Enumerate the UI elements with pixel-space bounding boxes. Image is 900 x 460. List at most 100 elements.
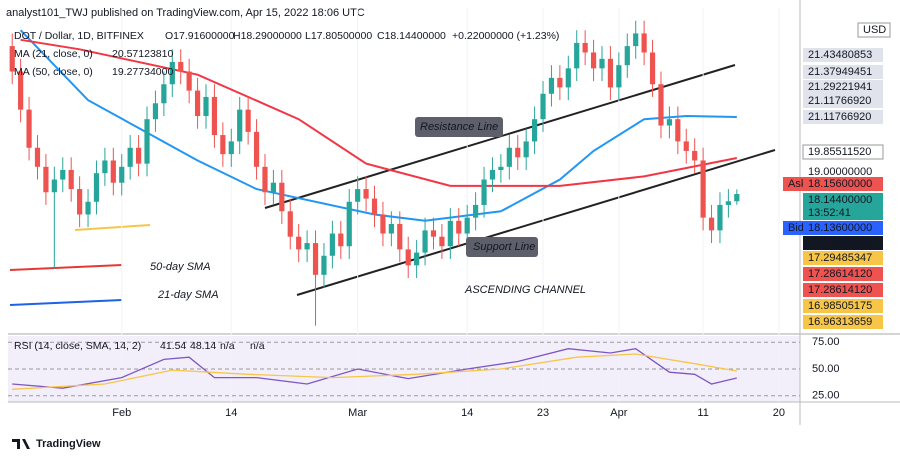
x-tick-label: 14 bbox=[225, 407, 237, 419]
candle-body bbox=[599, 58, 605, 69]
price-badge bbox=[803, 94, 883, 108]
candle-body bbox=[666, 119, 673, 126]
candle-body bbox=[18, 71, 24, 110]
price-badge bbox=[803, 80, 883, 94]
candle-body bbox=[683, 141, 689, 151]
rsi-legend-value: n/a bbox=[220, 340, 235, 352]
price-label: 17.28614120 bbox=[808, 268, 872, 280]
candle-body bbox=[481, 179, 487, 205]
rsi-legend-value: 41.54 bbox=[160, 340, 186, 352]
annotation: 50-day SMA bbox=[150, 261, 211, 273]
ma-legend-value: 19.27734000 bbox=[112, 66, 173, 78]
rsi-tick-label: 25.00 bbox=[812, 390, 840, 402]
ma-line bbox=[19, 29, 737, 222]
price-label: USD bbox=[863, 24, 886, 36]
price-badge bbox=[803, 165, 883, 179]
candle-body bbox=[456, 220, 462, 234]
candle-body bbox=[414, 252, 420, 266]
price-badge bbox=[803, 177, 883, 191]
candle-body bbox=[397, 224, 403, 250]
candle-body bbox=[85, 201, 91, 215]
candle-body bbox=[658, 84, 664, 126]
rsi-legend: RSI (14, close, SMA, 14, 2) bbox=[14, 340, 141, 352]
candle-body bbox=[489, 170, 496, 180]
candle-body bbox=[211, 96, 218, 136]
price-label: 16.98505175 bbox=[808, 300, 872, 312]
candle-body bbox=[270, 182, 277, 193]
candle-body bbox=[304, 243, 310, 250]
candle-body bbox=[296, 236, 302, 250]
annotation: Support Line bbox=[473, 241, 535, 253]
footer-logo: TradingView bbox=[36, 438, 101, 450]
ohlc-value: O17.91600000 bbox=[165, 30, 235, 42]
candle-body bbox=[574, 42, 580, 69]
candle-body bbox=[110, 160, 116, 183]
candle-body bbox=[540, 93, 546, 120]
candle-body bbox=[641, 33, 647, 53]
candle-body bbox=[186, 71, 192, 91]
price-badge bbox=[803, 251, 883, 265]
price-label: 18.15600000 bbox=[808, 178, 872, 190]
candle-body bbox=[144, 119, 150, 164]
rsi-legend-value: n/a bbox=[250, 340, 265, 352]
ma-legend-value: 20.57123810 bbox=[112, 48, 173, 60]
candle-body bbox=[119, 166, 125, 183]
candle-body bbox=[725, 201, 731, 205]
annotation: Resistance Line bbox=[420, 121, 498, 133]
x-tick-label: Apr bbox=[610, 407, 627, 419]
candle-body bbox=[633, 33, 639, 47]
x-tick-label: Mar bbox=[348, 407, 367, 419]
candle-body bbox=[363, 189, 369, 199]
candle-body bbox=[161, 84, 167, 104]
candle-body bbox=[178, 62, 184, 72]
candle-body bbox=[506, 147, 512, 167]
ohlc-value: +0.22000000 (+1.23%) bbox=[452, 30, 559, 42]
support-line bbox=[296, 149, 776, 296]
candle-body bbox=[245, 109, 251, 132]
candle-body bbox=[548, 77, 555, 94]
candle-body bbox=[430, 230, 437, 237]
candle-body bbox=[649, 52, 656, 85]
candle-body bbox=[590, 52, 597, 69]
price-badge bbox=[803, 65, 883, 79]
candle-body bbox=[93, 173, 100, 202]
candle-body bbox=[279, 182, 285, 212]
price-label: 21.29221941 bbox=[808, 81, 872, 93]
candle-body bbox=[734, 194, 740, 202]
rsi-legend-value: 48.14 bbox=[190, 340, 216, 352]
price-badge bbox=[803, 236, 883, 250]
candle-body bbox=[203, 96, 209, 116]
candle-body bbox=[34, 147, 41, 167]
symbol: DOT / Dollar, 1D, BITFINEX bbox=[14, 30, 144, 42]
annotation: 21-day SMA bbox=[157, 289, 219, 301]
price-label: 17.78944156 bbox=[808, 237, 872, 249]
candle-body bbox=[607, 58, 614, 88]
candle-body bbox=[60, 170, 66, 180]
candle-body bbox=[355, 189, 361, 202]
candle-body bbox=[405, 249, 411, 266]
candle-body bbox=[237, 109, 243, 142]
price-badge bbox=[803, 193, 883, 207]
price-badge bbox=[803, 206, 883, 220]
candle-body bbox=[287, 211, 293, 237]
rsi-line bbox=[12, 353, 737, 390]
x-tick-label: 11 bbox=[697, 407, 708, 419]
price-badge bbox=[803, 283, 883, 297]
rsi-tick-label: 75.00 bbox=[812, 336, 840, 348]
candle-body bbox=[523, 141, 529, 158]
ma-legend: MA (21, close, 0) bbox=[14, 48, 93, 60]
candle-body bbox=[531, 119, 538, 142]
price-label: 17.29485347 bbox=[808, 252, 872, 264]
price-label: 21.37949451 bbox=[808, 66, 872, 78]
candle-body bbox=[135, 147, 142, 164]
candle-body bbox=[253, 131, 260, 167]
candle-body bbox=[194, 90, 201, 116]
candle-body bbox=[321, 255, 327, 275]
candle-body bbox=[582, 42, 588, 53]
price-label: 18.13600000 bbox=[808, 222, 872, 234]
candle-body bbox=[262, 166, 268, 193]
candle-body bbox=[68, 170, 74, 190]
annotation-box bbox=[466, 237, 538, 257]
drawing-line bbox=[74, 224, 151, 231]
